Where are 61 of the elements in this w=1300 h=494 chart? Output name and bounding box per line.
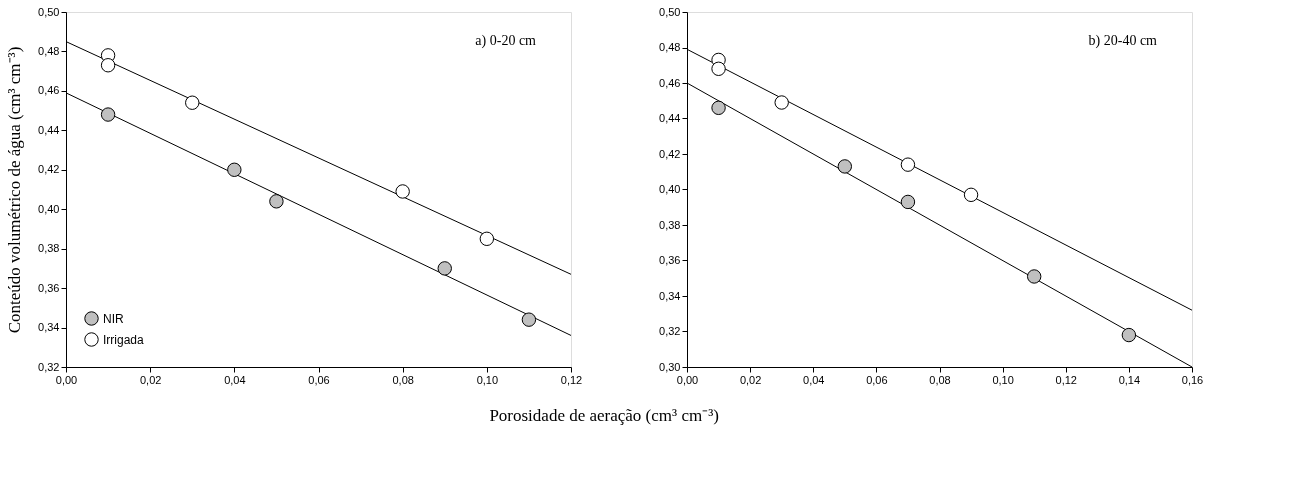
y-tick-label: 0,46 xyxy=(659,76,681,89)
y-tick-label: 0,38 xyxy=(38,242,60,255)
x-tick-label: 0,00 xyxy=(676,373,699,386)
legend-label: NIR xyxy=(103,311,124,326)
x-axis-title: Porosidade de aeração (cm³ cm⁻³) xyxy=(489,405,719,425)
y-tick-label: 0,44 xyxy=(38,123,60,136)
y-tick-label: 0,30 xyxy=(659,360,681,373)
point xyxy=(1026,269,1042,284)
y-tick-label: 0,32 xyxy=(38,360,60,373)
y-axis-title: Conteúdo volumétrico de água (cm³ cm⁻³) xyxy=(5,46,25,334)
point xyxy=(227,162,242,177)
x-tick-label: 0,00 xyxy=(55,373,78,386)
point xyxy=(711,61,726,76)
point xyxy=(437,261,452,276)
y-tick-label: 0,34 xyxy=(38,321,60,334)
point xyxy=(900,194,916,210)
y-tick-label: 0,48 xyxy=(38,44,60,57)
legend-label: Irrigada xyxy=(103,332,145,347)
point xyxy=(395,184,410,199)
point xyxy=(774,95,789,110)
y-tick-label: 0,36 xyxy=(659,254,681,266)
y-tick-label: 0,40 xyxy=(659,183,681,195)
y-tick-label: 0,50 xyxy=(659,5,681,18)
point xyxy=(521,312,537,327)
point xyxy=(711,100,726,116)
x-tick-label: 0,12 xyxy=(1055,373,1077,386)
y-tick-label: 0,38 xyxy=(659,218,681,231)
x-tick-label: 0,10 xyxy=(992,373,1014,386)
x-tick-label: 0,16 xyxy=(1181,373,1204,386)
y-tick-label: 0,48 xyxy=(659,41,681,53)
x-tick-label: 0,12 xyxy=(560,373,583,386)
x-tick-label: 0,04 xyxy=(224,373,246,386)
point xyxy=(963,187,979,203)
x-tick-label: 0,08 xyxy=(392,373,414,386)
point xyxy=(185,95,200,110)
x-tick-label: 0,02 xyxy=(139,373,162,386)
x-tick-label: 0,08 xyxy=(929,373,951,386)
point xyxy=(479,231,495,246)
annotation: b) 20-40 cm xyxy=(1088,33,1158,49)
y-tick-label: 0,34 xyxy=(659,289,681,302)
y-tick-label: 0,40 xyxy=(38,202,60,215)
point xyxy=(100,107,116,122)
y-tick-label: 0,50 xyxy=(38,5,60,18)
x-tick-label: 0,10 xyxy=(476,373,499,386)
point xyxy=(269,194,284,209)
y-tick-label: 0,36 xyxy=(38,281,60,294)
y-tick-label: 0,32 xyxy=(659,325,681,337)
y-tick-label: 0,46 xyxy=(38,84,60,97)
point xyxy=(837,159,853,174)
point xyxy=(1121,327,1137,343)
x-tick-label: 0,04 xyxy=(803,373,825,386)
y-tick-label: 0,44 xyxy=(659,112,681,124)
y-tick-label: 0,42 xyxy=(38,163,60,176)
y-tick-label: 0,42 xyxy=(659,147,681,160)
x-tick-label: 0,14 xyxy=(1118,373,1141,386)
annotation: a) 0-20 cm xyxy=(475,33,537,49)
x-tick-label: 0,02 xyxy=(739,373,762,386)
point xyxy=(100,58,116,73)
x-tick-label: 0,06 xyxy=(308,373,330,386)
x-tick-label: 0,06 xyxy=(866,373,888,386)
point xyxy=(900,157,916,172)
